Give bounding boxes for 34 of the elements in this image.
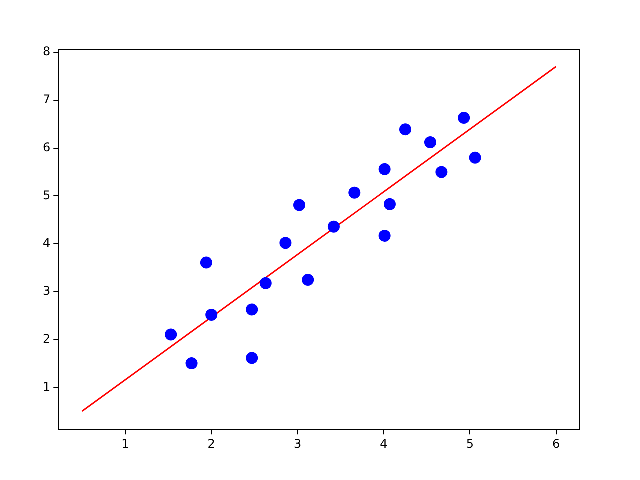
point: [206, 309, 218, 322]
point: [399, 124, 412, 136]
x-tick-label: 1: [122, 436, 130, 451]
point: [458, 112, 470, 124]
x-tick-label: 5: [466, 436, 474, 451]
x-tick-label: 4: [380, 436, 388, 451]
point: [469, 152, 482, 164]
point: [293, 199, 306, 212]
point: [378, 163, 391, 176]
y-tick-label: 5: [42, 188, 51, 202]
y-tick-label: 6: [42, 140, 51, 154]
point: [436, 166, 448, 178]
point: [384, 198, 396, 210]
point: [165, 328, 178, 341]
y-tick-label: 8: [42, 44, 51, 59]
y-tick-label: 4: [42, 236, 51, 250]
point: [302, 274, 314, 286]
point: [280, 237, 292, 250]
point: [246, 304, 258, 316]
point: [424, 136, 436, 149]
point: [328, 220, 340, 233]
y-tick-label: 7: [42, 92, 51, 106]
y-tick-label: 3: [42, 284, 51, 298]
y-tick-label: 2: [42, 332, 51, 346]
point: [348, 186, 361, 199]
y-tick-label: 1: [42, 380, 51, 394]
x-tick-label: 3: [294, 436, 302, 451]
point: [378, 230, 391, 242]
point: [260, 277, 272, 290]
x-tick-label: 2: [208, 436, 216, 451]
point: [200, 256, 212, 269]
x-tick-label: 6: [552, 436, 560, 451]
point: [246, 352, 258, 364]
point: [186, 357, 198, 370]
